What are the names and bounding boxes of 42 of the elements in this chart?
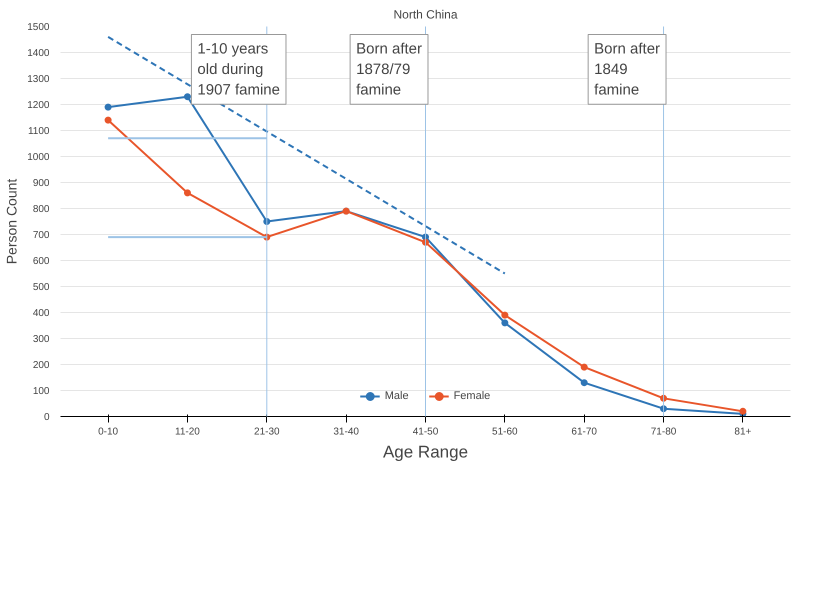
point: [104, 104, 112, 111]
x-tick-label: 11-20: [175, 426, 200, 438]
x-tick-label: 71-80: [650, 426, 677, 438]
point: [739, 408, 746, 415]
y-tick-label: 400: [32, 308, 50, 319]
chart-title: North China: [393, 8, 458, 22]
x-tick-label: 0-10: [98, 426, 119, 438]
x-tick-label: 51-60: [492, 426, 518, 438]
y-tick-label: 100: [32, 386, 50, 397]
x-axis-title: Age Range: [382, 442, 468, 462]
x-tick-label: 61-70: [571, 426, 598, 438]
ref-line-label: Born after 1878/79 famine: [356, 40, 422, 98]
y-tick-label: 1300: [27, 74, 50, 85]
x-tick-label: 21-30: [254, 426, 280, 438]
y-tick-label: 900: [32, 178, 50, 189]
point: [580, 364, 588, 371]
y-tick-label: 1200: [27, 100, 50, 111]
point: [501, 319, 508, 326]
ref-line-label: 1-10 years old during 1907 famine: [197, 40, 280, 98]
y-tick-label: 600: [32, 256, 50, 267]
point: [501, 312, 508, 319]
legend-label: Male: [384, 390, 409, 402]
y-tick-label: 1100: [28, 126, 50, 137]
y-tick-label: 200: [32, 360, 50, 371]
point: [184, 93, 191, 100]
y-tick-label: 0: [44, 412, 50, 423]
point: [104, 116, 112, 124]
x-tick-label: 31-40: [333, 426, 360, 438]
point: [580, 379, 588, 386]
y-tick-label: 500: [32, 282, 50, 293]
point: [184, 189, 191, 196]
x-tick-label: 81+: [734, 426, 752, 438]
x-tick-label: 41-50: [412, 426, 439, 438]
ref-line-label: Born after 1849 famine: [594, 40, 660, 98]
legend-label: Female: [454, 390, 490, 402]
y-tick-label: 800: [32, 204, 50, 215]
y-axis-title: Person Count: [3, 178, 20, 264]
y-tick-label: 700: [32, 230, 50, 241]
y-tick-label: 1400: [27, 48, 50, 59]
y-tick-label: 1000: [27, 152, 50, 163]
y-tick-label: 300: [32, 334, 50, 345]
y-tick-label: 1500: [27, 22, 50, 33]
